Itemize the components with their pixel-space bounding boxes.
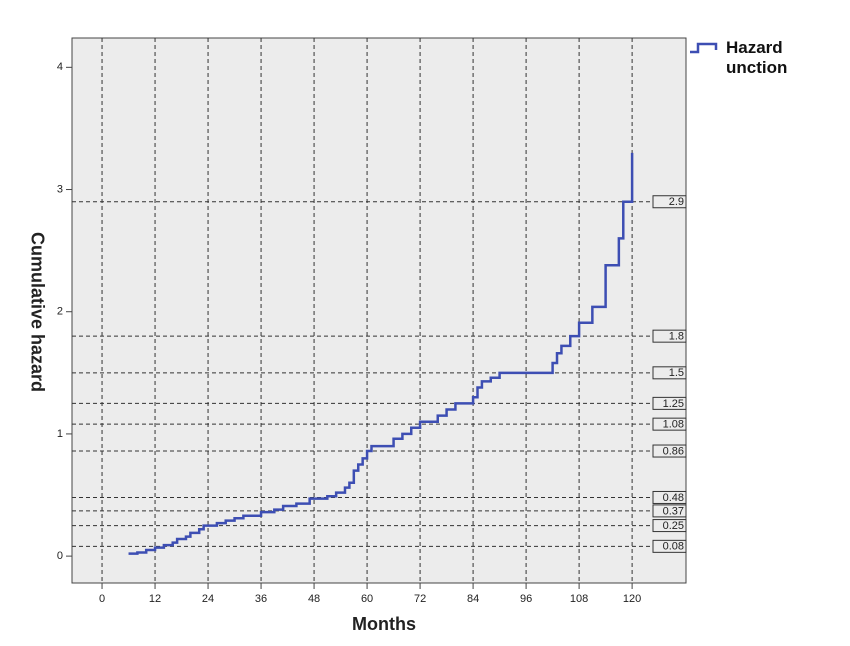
reference-label-box	[652, 366, 687, 380]
y-tick-label: 3	[57, 183, 63, 195]
x-tick-label: 12	[149, 593, 161, 605]
legend-swatch	[690, 42, 718, 54]
reference-label-box	[652, 519, 687, 533]
x-tick-label: 24	[202, 593, 214, 605]
reference-label: 0.37	[663, 505, 684, 517]
reference-label: 0.25	[663, 520, 684, 532]
reference-label-box	[652, 195, 687, 209]
x-axis-label: Months	[352, 614, 416, 634]
hazard-line	[128, 152, 634, 555]
y-tick-label: 0	[57, 550, 63, 562]
reference-label: 0.48	[663, 492, 684, 504]
reference-label-box	[652, 504, 687, 518]
reference-label: 2.9	[669, 196, 684, 208]
x-tick-label: 72	[414, 593, 426, 605]
reference-label: 1.25	[663, 398, 684, 410]
y-tick-label: 4	[57, 61, 63, 73]
reference-label-box	[652, 539, 687, 553]
reference-label: 0.86	[663, 445, 684, 457]
reference-label-box	[652, 444, 687, 458]
x-tick-label: 36	[255, 593, 267, 605]
plot-area	[71, 37, 687, 584]
y-axis-label: Cumulative hazard	[27, 232, 47, 392]
reference-label-box	[652, 490, 687, 504]
reference-label: 1.8	[669, 331, 684, 343]
reference-label: 0.08	[663, 541, 684, 553]
reference-label-box	[652, 417, 687, 431]
x-tick-label: 108	[570, 593, 588, 605]
x-tick-label: 96	[520, 593, 532, 605]
reference-label: 1.5	[669, 367, 684, 379]
x-tick-label: 0	[99, 593, 105, 605]
y-tick-label: 2	[57, 306, 63, 318]
reference-label-box	[652, 396, 687, 410]
x-tick-label: 48	[308, 593, 320, 605]
x-tick-label: 84	[467, 593, 479, 605]
y-tick-label: 1	[57, 428, 63, 440]
x-tick-label: 120	[623, 593, 641, 605]
legend-label: Hazard unction	[726, 38, 788, 77]
x-tick-label: 60	[361, 593, 373, 605]
reference-label: 1.08	[663, 419, 684, 431]
reference-label-box	[652, 329, 687, 343]
